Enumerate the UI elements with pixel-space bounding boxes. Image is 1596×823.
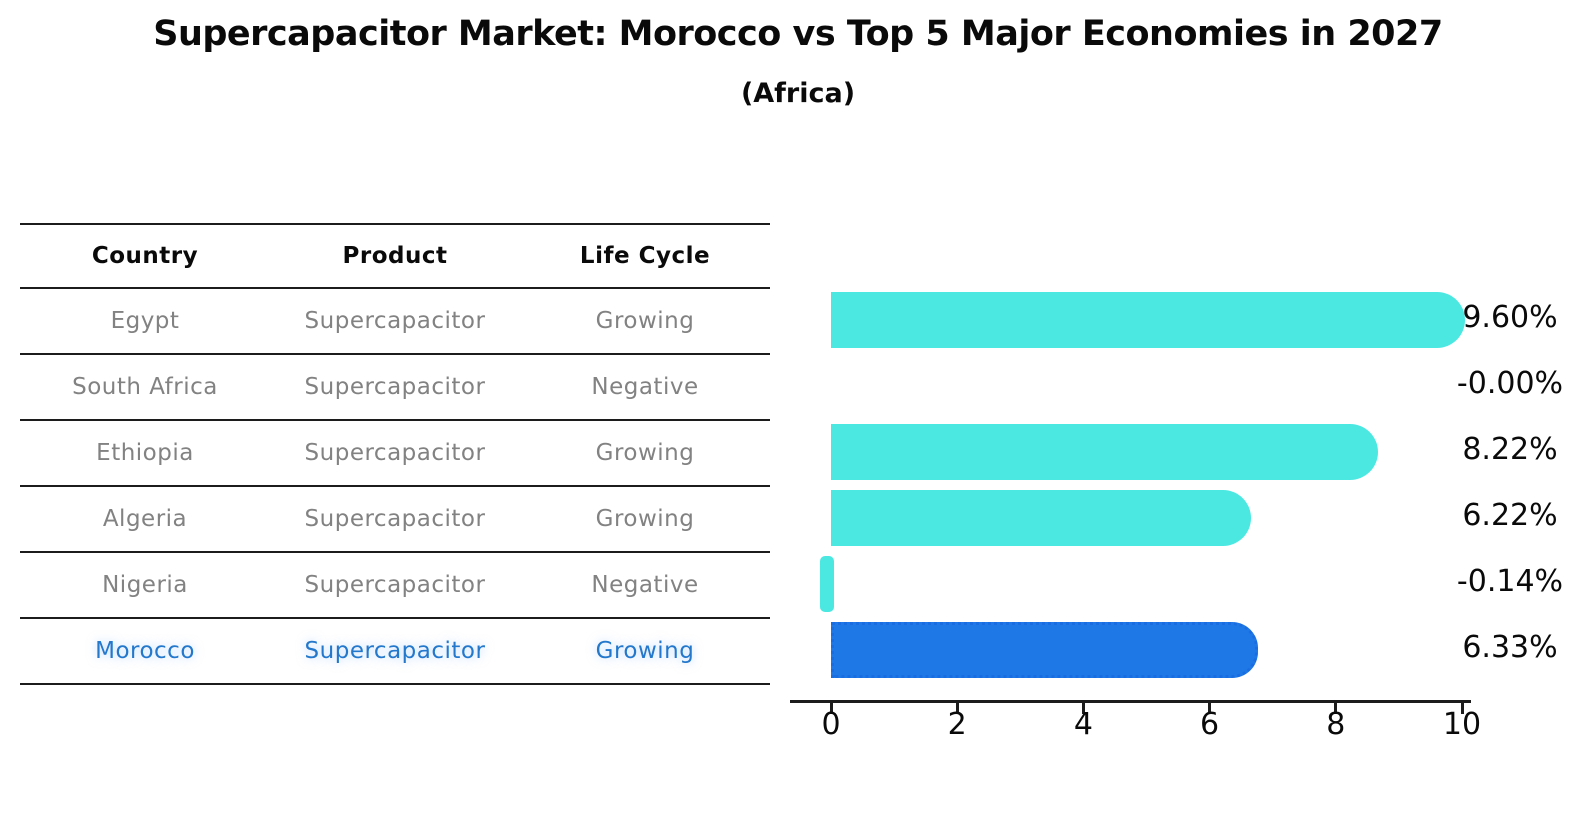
country-cell: South Africa	[72, 374, 218, 400]
table-row: Nigeria Supercapacitor Negative	[20, 553, 770, 619]
lifecycle-cell: Growing	[595, 440, 695, 466]
product-cell: Supercapacitor	[304, 638, 486, 664]
lifecycle-cell: Growing	[595, 506, 695, 532]
x-axis-tick	[955, 703, 959, 714]
x-axis-tick-label: 10	[1442, 707, 1482, 742]
bar-value-label: 9.60%	[1462, 300, 1558, 335]
x-axis-tick-label: 4	[1073, 707, 1093, 742]
country-cell: Nigeria	[102, 572, 188, 598]
product-cell: Supercapacitor	[304, 572, 486, 598]
chart-bar-morocco	[831, 622, 1259, 678]
page-subtitle: (Africa)	[740, 78, 856, 109]
product-cell: Supercapacitor	[304, 308, 486, 334]
table-row: Ethiopia Supercapacitor Growing	[20, 421, 770, 487]
x-axis-tick-label: 2	[947, 707, 967, 742]
x-axis-tick	[829, 703, 833, 714]
table-row-morocco: Morocco Supercapacitor Growing	[20, 619, 770, 685]
x-axis-tick	[1208, 703, 1212, 714]
table-row: Algeria Supercapacitor Growing	[20, 487, 770, 553]
table-header-product: Product	[342, 243, 448, 269]
x-axis-tick	[1081, 703, 1085, 714]
chart-bar	[831, 490, 1252, 546]
table-header-country: Country	[91, 243, 199, 269]
country-cell: Algeria	[102, 506, 188, 532]
bar-value-label: 6.22%	[1462, 498, 1558, 533]
x-axis-tick	[1334, 703, 1338, 714]
bar-value-label: 8.22%	[1462, 432, 1558, 467]
x-axis-tick-label: 0	[821, 707, 841, 742]
product-cell: Supercapacitor	[304, 374, 486, 400]
bar-value-label: 6.33%	[1462, 630, 1558, 665]
x-axis-tick-label: 8	[1326, 707, 1346, 742]
chart-bar	[820, 556, 834, 612]
country-table: Country Product Life Cycle Egypt Superca…	[20, 223, 770, 685]
chart-bar	[831, 424, 1378, 480]
x-axis-tick	[1460, 703, 1464, 714]
lifecycle-cell: Growing	[595, 638, 695, 664]
table-row: Egypt Supercapacitor Growing	[20, 289, 770, 355]
bar-value-label: -0.00%	[1456, 366, 1564, 401]
table-header-lifecycle: Life Cycle	[579, 243, 711, 269]
country-cell: Egypt	[110, 308, 180, 334]
lifecycle-cell: Negative	[591, 572, 699, 598]
bar-value-label: -0.14%	[1456, 564, 1564, 599]
table-header-row: Country Product Life Cycle	[20, 225, 770, 289]
country-cell: Ethiopia	[96, 440, 194, 466]
product-cell: Supercapacitor	[304, 506, 486, 532]
x-axis-line	[790, 700, 1471, 703]
country-cell: Morocco	[95, 638, 195, 664]
lifecycle-cell: Negative	[591, 374, 699, 400]
table-row: South Africa Supercapacitor Negative	[20, 355, 770, 421]
product-cell: Supercapacitor	[304, 440, 486, 466]
x-axis-tick-label: 6	[1200, 707, 1220, 742]
page-title: Supercapacitor Market: Morocco vs Top 5 …	[153, 14, 1443, 54]
chart-bar	[831, 292, 1465, 348]
lifecycle-cell: Growing	[595, 308, 695, 334]
